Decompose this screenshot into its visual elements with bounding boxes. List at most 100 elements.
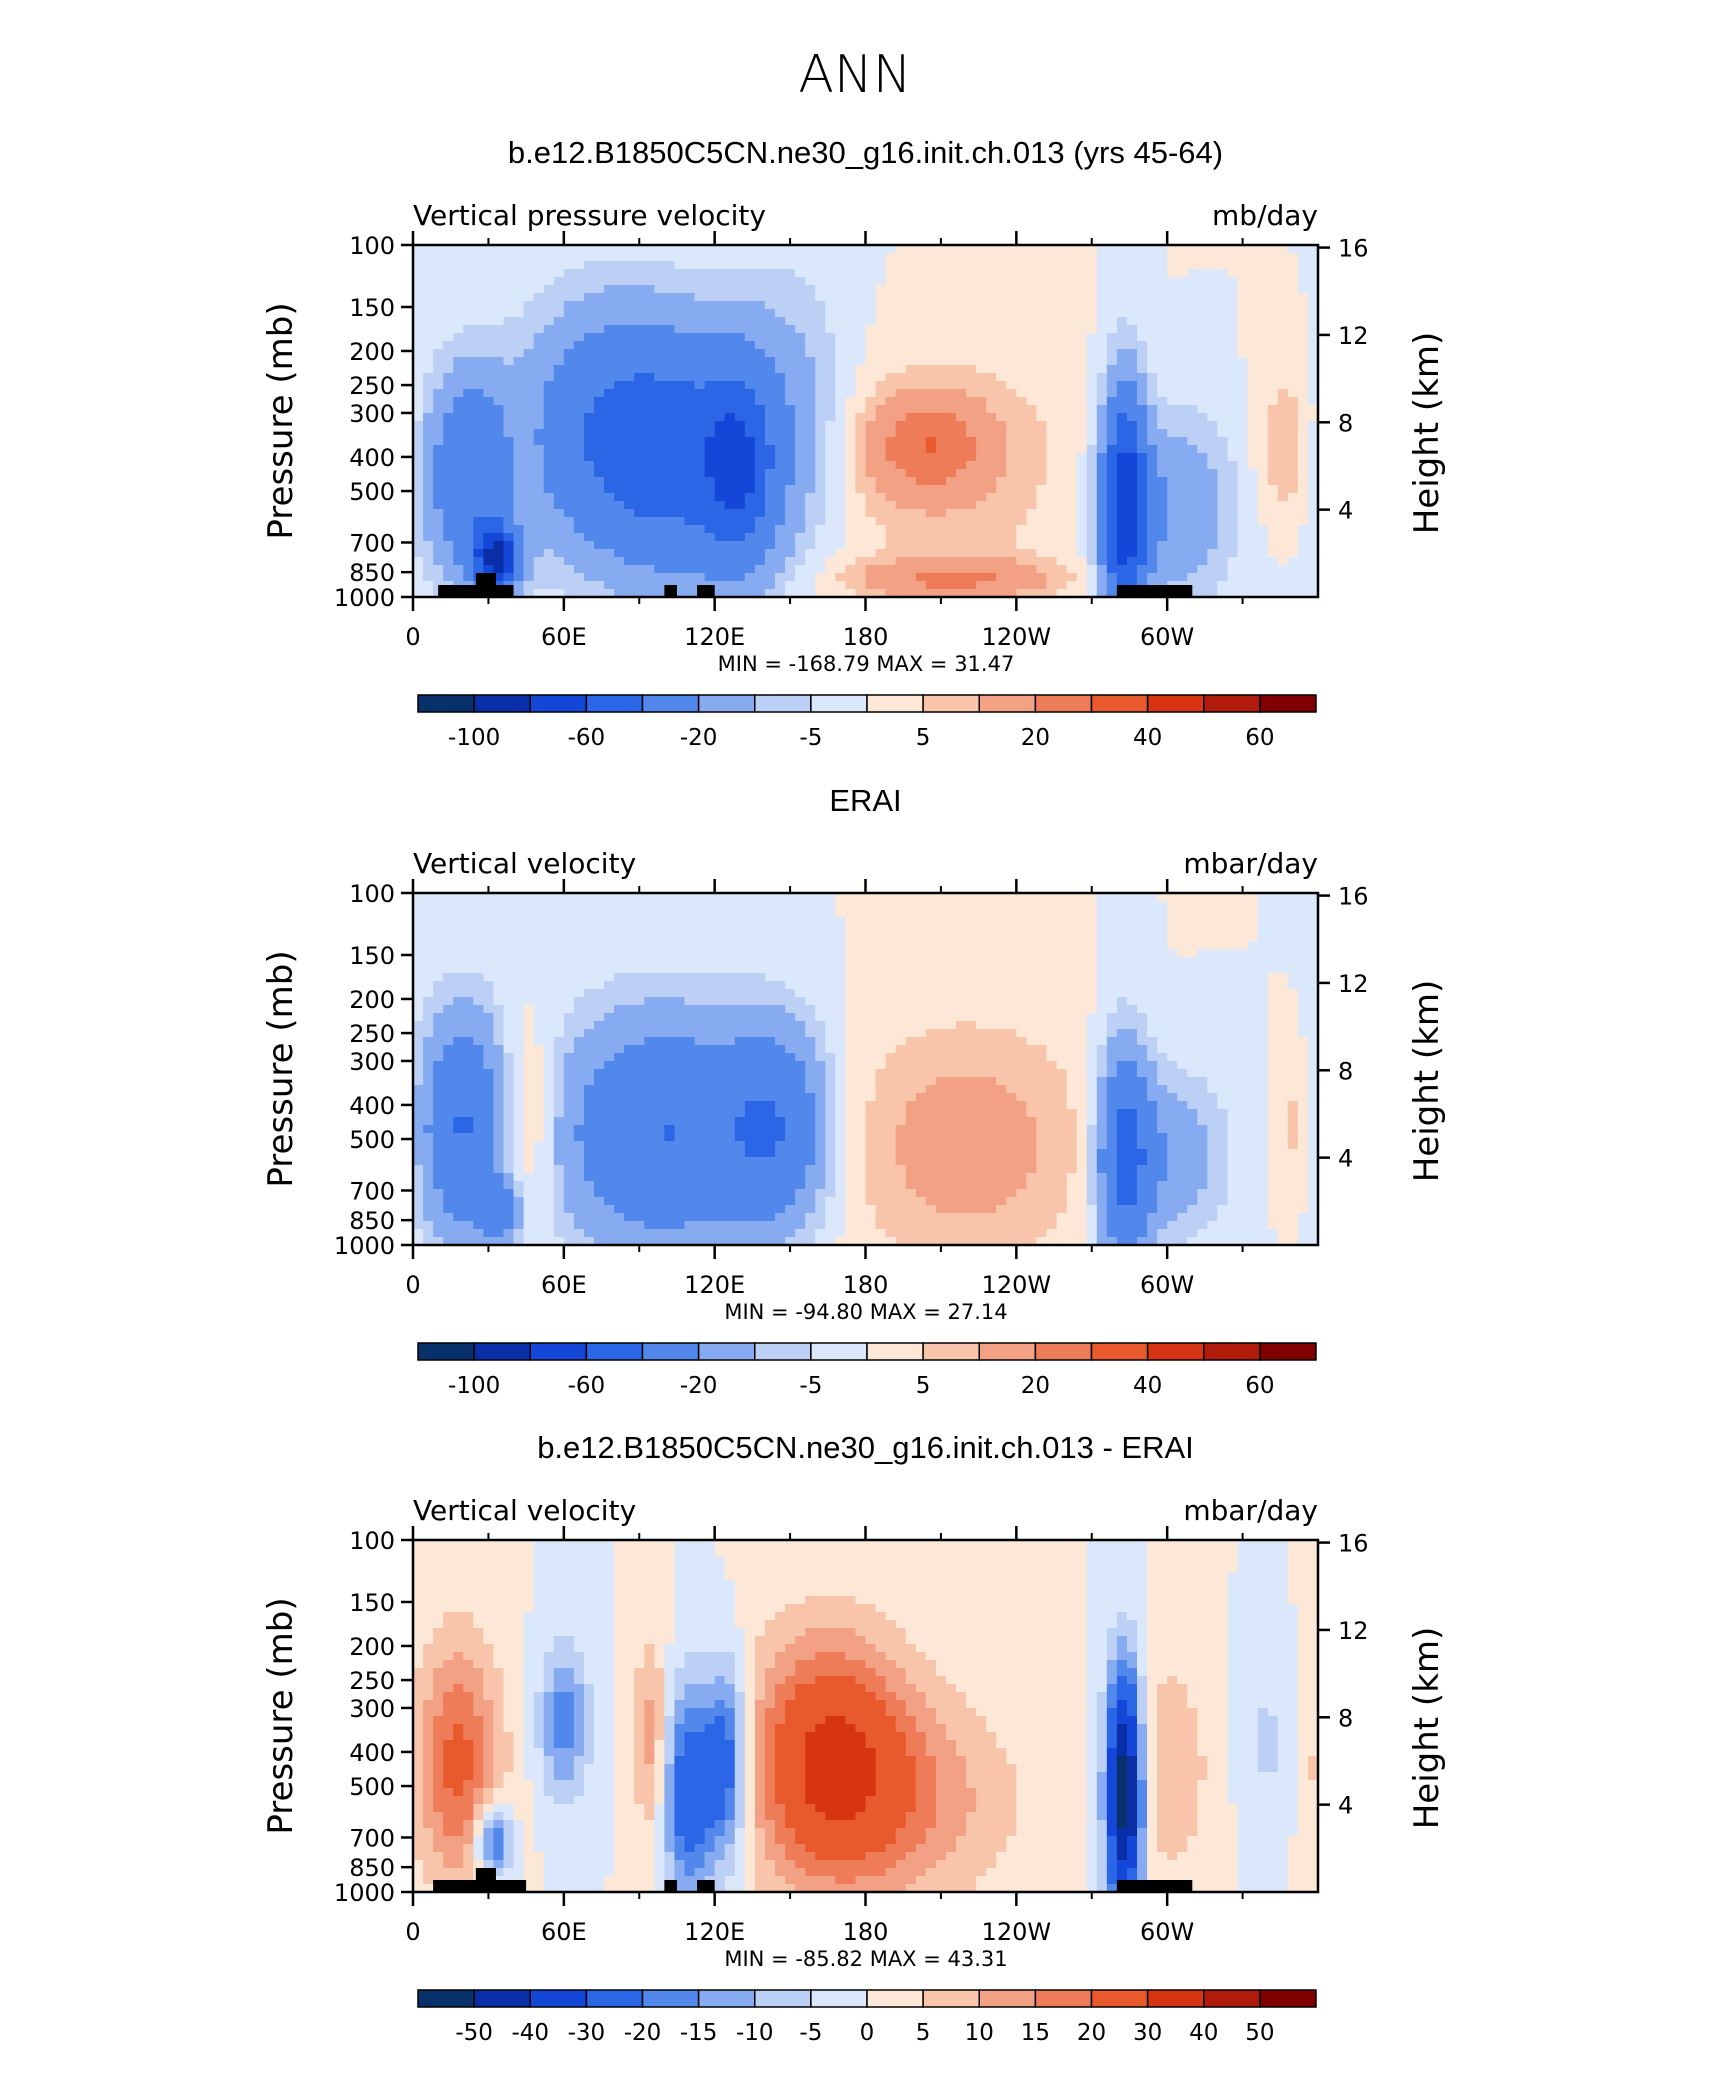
contour-cell (835, 485, 846, 494)
contour-cell (724, 933, 736, 942)
contour-cell (523, 277, 535, 286)
contour-cell (945, 917, 957, 926)
contour-cell (523, 893, 535, 902)
contour-cell (1086, 381, 1098, 390)
contour-cell (915, 533, 927, 542)
contour-cell (1056, 445, 1068, 454)
contour-cell (966, 381, 977, 390)
contour-cell (714, 893, 726, 902)
contour-cell (966, 461, 977, 470)
contour-cell (433, 325, 444, 334)
contour-cell (594, 925, 605, 934)
contour-cell (805, 269, 816, 278)
contour-cell (734, 301, 746, 310)
contour-cell (664, 317, 676, 326)
contour-cell (1177, 453, 1188, 462)
contour-cell (563, 277, 575, 286)
contour-cell (553, 909, 565, 918)
contour-cell (935, 509, 947, 518)
contour-cell (1137, 365, 1148, 374)
contour-cell (986, 445, 997, 454)
contour-cell (473, 941, 484, 950)
contour-cell (724, 277, 736, 286)
contour-cell (1056, 517, 1068, 526)
contour-cell (1006, 301, 1017, 310)
contour-cell (996, 917, 1007, 926)
contour-cell (463, 421, 474, 430)
contour-cell (835, 349, 846, 358)
contour-cell (1307, 917, 1319, 926)
contour-cell (644, 453, 655, 462)
contour-cell (563, 533, 575, 542)
contour-cell (604, 925, 615, 934)
contour-cell (805, 957, 816, 966)
contour-cell (1086, 581, 1098, 590)
contour-cell (1076, 965, 1088, 974)
contour-cell (1277, 933, 1289, 942)
contour-cell (734, 581, 746, 590)
contour-cell (543, 957, 555, 966)
contour-cell (463, 261, 474, 270)
contour-cell (1086, 325, 1098, 334)
contour-cell (855, 413, 867, 422)
contour-cell (644, 373, 655, 382)
contour-cell (1076, 901, 1088, 910)
contour-cell (966, 397, 977, 406)
contour-cell (583, 413, 595, 422)
contour-cell (583, 245, 595, 254)
contour-cell (1157, 565, 1168, 574)
contour-cell (1086, 525, 1098, 534)
contour-cell (1016, 965, 1027, 974)
contour-cell (1247, 485, 1259, 494)
contour-cell (1307, 517, 1319, 526)
contour-cell (503, 413, 515, 422)
contour-cell (594, 437, 605, 446)
contour-cell (1177, 285, 1188, 294)
contour-cell (1217, 589, 1229, 598)
contour-cell (1197, 501, 1208, 510)
contour-cell (604, 421, 615, 430)
contour-cell (1066, 253, 1078, 262)
contour-cell (1066, 549, 1078, 558)
contour-cell (1197, 965, 1208, 974)
contour-cell (1237, 901, 1249, 910)
contour-cell (785, 293, 796, 302)
contour-cell (664, 389, 676, 398)
contour-cell (1227, 901, 1239, 910)
contour-cell (583, 581, 595, 590)
contour-cell (624, 365, 635, 374)
contour-cell (704, 341, 716, 350)
contour-cell (1126, 389, 1138, 398)
contour-cell (855, 261, 867, 270)
contour-cell (704, 357, 716, 366)
contour-cell (1046, 301, 1058, 310)
contour-cell (845, 309, 857, 318)
contour-cell (493, 917, 505, 926)
contour-cell (583, 349, 595, 358)
contour-cell (966, 357, 977, 366)
contour-cell (1046, 261, 1058, 270)
contour-cell (845, 509, 857, 518)
contour-cell (1126, 445, 1138, 454)
contour-cell (986, 941, 997, 950)
contour-cell (1137, 285, 1148, 294)
contour-cell (473, 949, 484, 958)
contour-cell (734, 965, 746, 974)
contour-cell (775, 949, 786, 958)
contour-cell (1056, 933, 1068, 942)
contour-cell (785, 413, 796, 422)
contour-cell (1187, 277, 1198, 286)
contour-cell (815, 965, 826, 974)
contour-cell (443, 917, 454, 926)
contour-cell (423, 349, 434, 358)
contour-cell (855, 517, 867, 526)
contour-cell (553, 917, 565, 926)
contour-cell (915, 293, 927, 302)
contour-cell (734, 421, 746, 430)
contour-cell (1307, 485, 1319, 494)
contour-cell (704, 557, 716, 566)
contour-cell (925, 477, 937, 486)
contour-cell (996, 309, 1007, 318)
contour-cell (815, 581, 826, 590)
contour-cell (513, 589, 525, 598)
